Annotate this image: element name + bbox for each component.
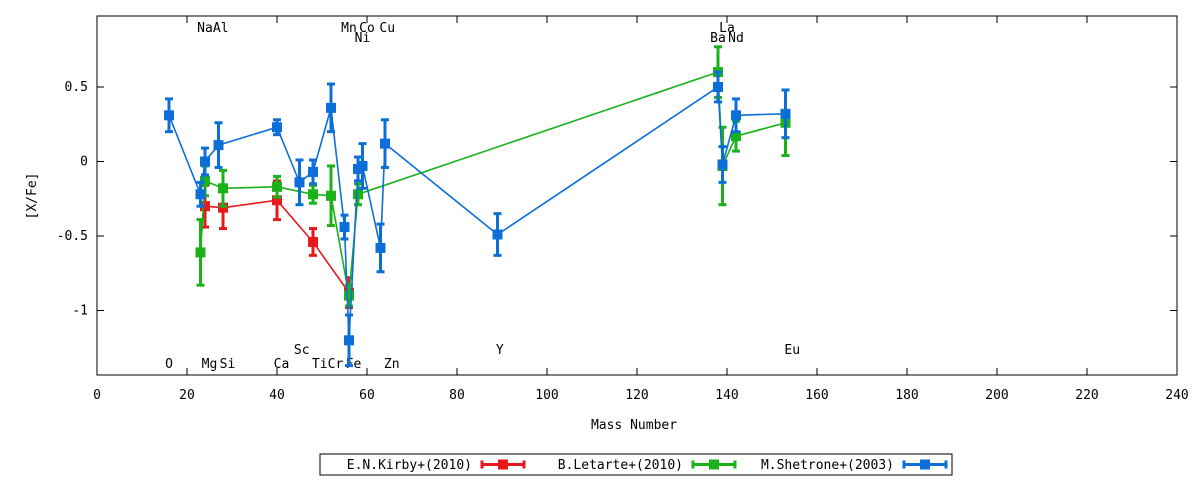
- data-point: [353, 189, 363, 200]
- data-point: [339, 222, 350, 233]
- element-label: O: [165, 357, 173, 372]
- element-label: Ca: [274, 357, 290, 372]
- element-label: Ni: [355, 31, 371, 46]
- y-axis-label: [X/Fe]: [25, 173, 40, 220]
- legend-marker: [498, 459, 508, 470]
- data-point: [272, 195, 282, 206]
- x-tick-label: 60: [359, 388, 375, 403]
- data-point: [357, 160, 368, 171]
- data-point: [731, 131, 741, 142]
- data-point: [780, 108, 791, 119]
- element-label: Sc: [294, 343, 310, 358]
- data-point: [717, 159, 728, 170]
- data-point: [326, 190, 336, 201]
- element-label: Y: [496, 343, 504, 358]
- data-point: [344, 335, 354, 346]
- legend-label: B.Letarte+(2010): [558, 458, 683, 473]
- data-point: [213, 140, 224, 151]
- data-point: [195, 247, 206, 258]
- data-point: [308, 236, 318, 247]
- element-label: Ti: [312, 357, 328, 372]
- series-line: [199, 71, 786, 296]
- element-label: Ba: [710, 31, 726, 46]
- y-tick-label: 0.5: [65, 80, 88, 95]
- data-point: [218, 183, 228, 194]
- element-label: Cu: [379, 21, 395, 36]
- x-tick-label: 40: [269, 388, 285, 403]
- y-tick-label: -1: [72, 304, 88, 319]
- data-point: [713, 82, 723, 92]
- x-tick-label: 120: [625, 388, 648, 403]
- data-point: [294, 177, 305, 188]
- legend: E.N.Kirby+(2010) B.Letarte+(2010) M.Shetro…: [319, 453, 953, 476]
- series-line: [168, 85, 786, 341]
- x-tick-label: 240: [1165, 388, 1188, 403]
- x-tick-label: 180: [895, 388, 918, 403]
- series: [164, 70, 791, 368]
- element-label: Mg: [202, 357, 218, 372]
- element-label: La: [719, 21, 735, 36]
- x-axis-label: Mass Number: [591, 418, 677, 433]
- element-label: Zn: [384, 357, 400, 372]
- data-point: [380, 138, 390, 149]
- element-label: Na: [197, 21, 213, 36]
- x-tick-label: 0: [93, 388, 101, 403]
- element-label: Eu: [784, 343, 800, 358]
- data-point: [308, 166, 318, 177]
- element-label: Mn: [341, 21, 357, 36]
- x-tick-label: 100: [535, 388, 558, 403]
- element-label: Nd: [728, 31, 744, 46]
- data-point: [200, 175, 210, 186]
- data-point: [195, 189, 206, 200]
- data-point: [326, 102, 336, 113]
- legend-marker: [709, 459, 719, 470]
- x-tick-label: 140: [715, 388, 738, 403]
- y-tick-label: 0: [80, 155, 88, 170]
- legend-label: E.N.Kirby+(2010): [347, 458, 472, 473]
- data-point: [164, 110, 174, 121]
- y-tick-label: -0.5: [57, 229, 88, 244]
- element-label: Co: [359, 21, 375, 36]
- data-point: [308, 189, 318, 200]
- element-label: Cr: [328, 357, 344, 372]
- data-point: [200, 156, 210, 167]
- element-label: Si: [220, 357, 236, 372]
- x-tick-label: 80: [449, 388, 465, 403]
- data-point: [731, 110, 741, 121]
- series: [195, 45, 791, 308]
- x-tick-label: 220: [1075, 388, 1098, 403]
- axis-ticks: 0 20 40 60 80 100 120 140 160 180 200 220 240 -1 -0.5 0…: [57, 16, 1189, 403]
- element-label: Al: [213, 21, 229, 36]
- data-point: [375, 242, 386, 253]
- series-layer: [164, 45, 791, 368]
- legend-marker: [920, 459, 930, 470]
- data-point: [344, 290, 354, 301]
- legend-label: M.Shetrone+(2003): [761, 458, 894, 473]
- x-tick-label: 200: [985, 388, 1008, 403]
- data-point: [272, 122, 282, 133]
- data-point: [492, 229, 503, 240]
- data-point: [272, 181, 282, 192]
- x-tick-label: 20: [179, 388, 195, 403]
- plot-frame: [96, 15, 1178, 376]
- data-point: [200, 201, 210, 212]
- x-tick-label: 160: [805, 388, 828, 403]
- legend-box: [319, 453, 953, 476]
